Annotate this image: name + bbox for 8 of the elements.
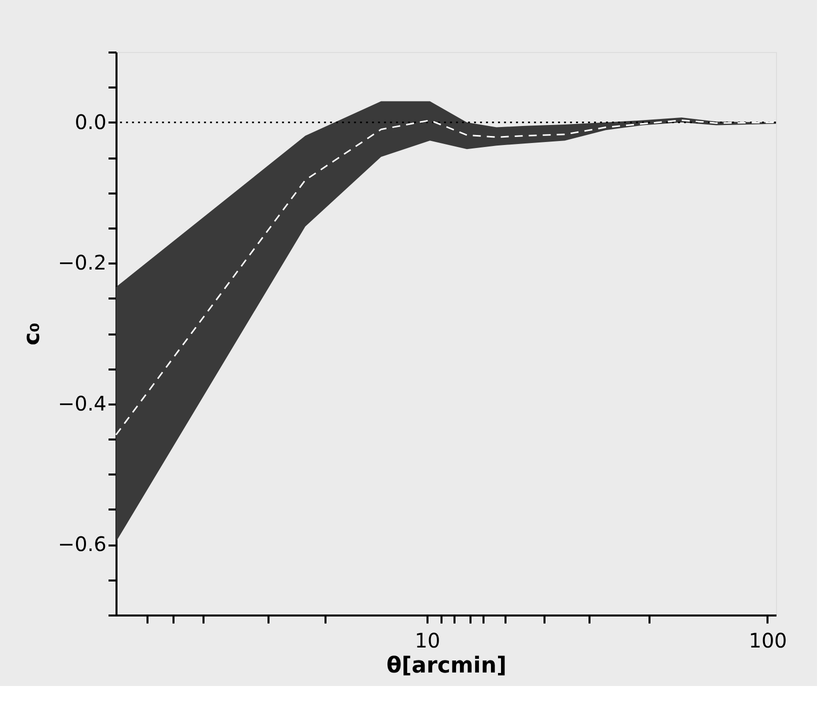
- y-tick-label: −0.6: [58, 532, 106, 556]
- x-tick-label: 100: [748, 628, 787, 652]
- y-tick-label: −0.2: [58, 250, 106, 275]
- y-tick-label: 0.0: [74, 110, 106, 134]
- x-tick-label: 10: [414, 628, 440, 652]
- y-tick-label: −0.4: [58, 391, 106, 416]
- x-axis-title: θ[arcmin]: [386, 654, 507, 678]
- y-axis-title: c₀: [20, 322, 45, 346]
